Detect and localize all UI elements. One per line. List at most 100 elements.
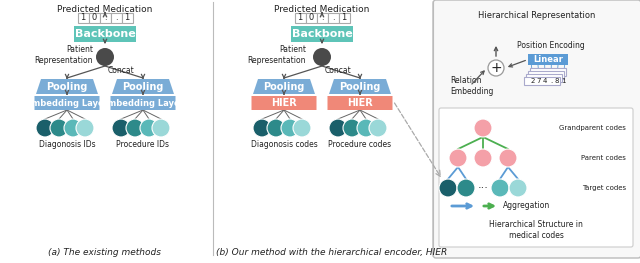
Bar bbox=[77, 13, 88, 23]
Text: Diagonosis IDs: Diagonosis IDs bbox=[38, 140, 95, 149]
Text: Predicted Medication: Predicted Medication bbox=[58, 5, 153, 14]
Ellipse shape bbox=[474, 149, 492, 167]
Ellipse shape bbox=[474, 119, 492, 137]
Text: Aggregation: Aggregation bbox=[503, 201, 550, 210]
Bar bbox=[111, 13, 122, 23]
Ellipse shape bbox=[50, 119, 68, 137]
Text: +: + bbox=[490, 61, 502, 75]
Text: Pooling: Pooling bbox=[122, 82, 164, 92]
Text: Position Encoding: Position Encoding bbox=[517, 42, 585, 50]
Bar bbox=[88, 13, 99, 23]
Ellipse shape bbox=[140, 119, 158, 137]
Ellipse shape bbox=[499, 149, 517, 167]
Bar bbox=[524, 77, 560, 85]
FancyBboxPatch shape bbox=[252, 96, 317, 110]
Text: HIER: HIER bbox=[271, 98, 297, 108]
Text: (b) Our method with the hierarchical encoder, HIER: (b) Our method with the hierarchical enc… bbox=[216, 248, 447, 257]
Text: Target codes: Target codes bbox=[582, 185, 626, 191]
Text: 1: 1 bbox=[298, 13, 303, 23]
Ellipse shape bbox=[357, 119, 375, 137]
Text: Concat: Concat bbox=[325, 66, 352, 75]
Text: Pooling: Pooling bbox=[263, 82, 305, 92]
FancyBboxPatch shape bbox=[35, 96, 99, 110]
Bar bbox=[328, 13, 339, 23]
Text: 1: 1 bbox=[81, 13, 86, 23]
FancyBboxPatch shape bbox=[433, 0, 640, 258]
Ellipse shape bbox=[491, 179, 509, 197]
Bar bbox=[294, 13, 305, 23]
Ellipse shape bbox=[126, 119, 144, 137]
FancyBboxPatch shape bbox=[74, 26, 136, 42]
Ellipse shape bbox=[281, 119, 299, 137]
FancyBboxPatch shape bbox=[328, 96, 392, 110]
Text: Concat: Concat bbox=[108, 66, 135, 75]
Text: Embedding Layer: Embedding Layer bbox=[26, 99, 108, 108]
Text: ...: ... bbox=[477, 180, 488, 190]
Text: Hierarchical Structure in
medical codes: Hierarchical Structure in medical codes bbox=[489, 220, 583, 240]
Text: Backbone: Backbone bbox=[292, 29, 353, 39]
Bar bbox=[305, 13, 317, 23]
Text: Procedure IDs: Procedure IDs bbox=[116, 140, 170, 149]
Bar bbox=[339, 13, 349, 23]
Text: 1: 1 bbox=[341, 13, 347, 23]
FancyBboxPatch shape bbox=[439, 108, 633, 247]
Ellipse shape bbox=[64, 119, 82, 137]
Polygon shape bbox=[112, 79, 174, 94]
Ellipse shape bbox=[457, 179, 475, 197]
Ellipse shape bbox=[329, 119, 347, 137]
Text: .: . bbox=[104, 13, 106, 23]
FancyBboxPatch shape bbox=[111, 96, 175, 110]
Ellipse shape bbox=[293, 119, 311, 137]
Text: .: . bbox=[550, 78, 552, 84]
FancyBboxPatch shape bbox=[291, 26, 353, 42]
Ellipse shape bbox=[112, 119, 130, 137]
Text: Diagonosis codes: Diagonosis codes bbox=[251, 140, 317, 149]
Ellipse shape bbox=[509, 179, 527, 197]
Ellipse shape bbox=[152, 119, 170, 137]
Text: Predicted Medication: Predicted Medication bbox=[275, 5, 370, 14]
Text: Parent codes: Parent codes bbox=[581, 155, 626, 161]
Ellipse shape bbox=[343, 119, 361, 137]
Polygon shape bbox=[253, 79, 315, 94]
Bar bbox=[530, 68, 566, 76]
Text: Hierarchical Representation: Hierarchical Representation bbox=[478, 11, 596, 20]
Polygon shape bbox=[36, 79, 98, 94]
Text: 4: 4 bbox=[543, 78, 547, 84]
Text: 1: 1 bbox=[124, 13, 130, 23]
Text: Grandparent codes: Grandparent codes bbox=[559, 125, 626, 131]
Text: .: . bbox=[332, 13, 334, 23]
Ellipse shape bbox=[76, 119, 94, 137]
Text: Pooling: Pooling bbox=[339, 82, 381, 92]
Text: (a) The existing methods: (a) The existing methods bbox=[49, 248, 161, 257]
Text: Backbone: Backbone bbox=[75, 29, 136, 39]
Text: 8: 8 bbox=[555, 78, 559, 84]
Text: Linear: Linear bbox=[533, 55, 563, 64]
Circle shape bbox=[488, 60, 504, 76]
Text: 7: 7 bbox=[537, 78, 541, 84]
Ellipse shape bbox=[369, 119, 387, 137]
Text: 1: 1 bbox=[561, 78, 565, 84]
Text: Pooling: Pooling bbox=[46, 82, 88, 92]
Ellipse shape bbox=[439, 179, 457, 197]
Text: HIER: HIER bbox=[347, 98, 373, 108]
Text: 0: 0 bbox=[308, 13, 314, 23]
Text: Relation
Embedding: Relation Embedding bbox=[450, 76, 493, 96]
Ellipse shape bbox=[449, 149, 467, 167]
Ellipse shape bbox=[36, 119, 54, 137]
FancyBboxPatch shape bbox=[528, 54, 568, 65]
Text: Procedure codes: Procedure codes bbox=[328, 140, 392, 149]
Text: Embedding Layer: Embedding Layer bbox=[102, 99, 184, 108]
Text: .: . bbox=[115, 13, 117, 23]
Bar bbox=[317, 13, 328, 23]
Bar bbox=[122, 13, 132, 23]
Bar bbox=[526, 74, 562, 82]
Text: .: . bbox=[321, 13, 323, 23]
Polygon shape bbox=[329, 79, 391, 94]
Text: 0: 0 bbox=[92, 13, 97, 23]
Ellipse shape bbox=[253, 119, 271, 137]
Ellipse shape bbox=[267, 119, 285, 137]
Text: Patient
Representation: Patient Representation bbox=[248, 45, 306, 65]
Bar bbox=[528, 71, 564, 79]
Bar bbox=[99, 13, 111, 23]
Text: Patient
Representation: Patient Representation bbox=[35, 45, 93, 65]
